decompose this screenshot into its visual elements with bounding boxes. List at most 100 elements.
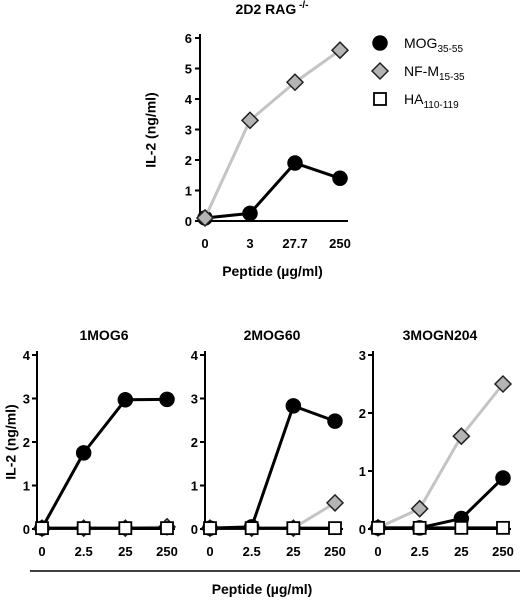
x-tick-label: 2.5: [75, 544, 93, 559]
x-tick-label: 2.5: [411, 544, 429, 559]
y-tick-label: 4: [23, 348, 31, 363]
x-tick-label: 0: [201, 236, 208, 251]
panel-title-superscript: -/-: [296, 0, 308, 11]
y-tick-label: 4: [191, 348, 199, 363]
legend-label: HA110-119: [404, 91, 459, 111]
series-MOG35-55: [202, 398, 343, 536]
y-tick-label: 1: [191, 479, 198, 494]
y-tick-label: 1: [185, 184, 192, 199]
y-tick-label: 0: [359, 522, 366, 537]
legend-label-subscript: 35-55: [437, 44, 463, 55]
y-tick-label: 3: [191, 392, 198, 407]
data-point: [285, 73, 305, 92]
x-tick-label: 25: [286, 544, 300, 559]
y-tick-label: 0: [191, 522, 198, 537]
legend-label: MOG35-55: [404, 35, 463, 55]
data-point: [195, 208, 215, 228]
y-tick-label: 0: [23, 522, 30, 537]
shared-x-axis-label: Peptide (µg/ml): [212, 581, 313, 597]
data-point: [159, 391, 175, 408]
y-tick-label: 2: [191, 435, 198, 450]
x-tick-label: 0: [38, 544, 45, 559]
data-point: [35, 521, 49, 536]
x-tick-label: 3: [246, 236, 253, 251]
y-tick-label: 6: [185, 31, 192, 46]
data-point: [240, 111, 260, 130]
data-point: [76, 521, 91, 536]
legend-marker-diamond: [370, 61, 390, 81]
x-tick-label: 0: [374, 544, 381, 559]
series-NF-M15-35: [368, 374, 513, 537]
chart-panel-3: 2MOG60 0 1 2 3 4 0 2.5 25 250: [191, 327, 346, 559]
data-point: [452, 427, 471, 446]
figure-footer: Peptide (µg/ml): [30, 570, 520, 597]
legend-label-base: NF-M: [404, 63, 439, 79]
y-tick-label: 0: [185, 214, 192, 229]
panel-title: 1MOG6: [79, 327, 128, 343]
panel-title: 2D2 RAG -/-: [236, 0, 309, 17]
data-point: [160, 521, 174, 536]
series-line: [203, 48, 341, 219]
legend-label-subscript: 110-119: [423, 100, 459, 111]
y-tick-label: 3: [23, 392, 30, 407]
x-tick-label: 25: [118, 544, 132, 559]
legend-label-subscript: 15-35: [439, 72, 465, 83]
series-line: [210, 501, 336, 530]
x-axis-label: Peptide (µg/ml): [222, 263, 323, 279]
panel-title: 2MOG60: [244, 327, 301, 343]
data-point: [495, 470, 511, 486]
series-HA110-119: [35, 521, 174, 536]
data-point: [371, 520, 385, 535]
series-line: [209, 404, 336, 530]
y-tick-label: 5: [185, 62, 192, 77]
y-tick-label: 3: [185, 123, 192, 138]
x-tick-label: 250: [492, 544, 514, 559]
data-point: [493, 374, 513, 394]
data-point: [203, 521, 217, 536]
data-point: [328, 521, 342, 536]
data-point: [242, 205, 258, 222]
series-line: [204, 161, 341, 220]
x-tick-label: 250: [324, 544, 346, 559]
legend-label-base: HA: [404, 91, 424, 107]
x-tick-label: 0: [206, 544, 213, 559]
chart-panel-2: 1MOG6 0 1 2 3 4 0 2.5 25 250 IL-2 (ng/ml): [3, 327, 178, 559]
data-point: [327, 413, 343, 429]
data-point: [325, 493, 345, 512]
y-tick-label: 1: [359, 464, 366, 479]
legend-marker-circle: [372, 35, 388, 51]
y-tick-label: 3: [359, 348, 366, 363]
y-tick-label: 2: [359, 406, 366, 421]
legend: MOG35-55 NF-M15-35 HA110-119: [370, 35, 465, 111]
data-point: [410, 499, 429, 518]
x-tick-label: 27.7: [282, 236, 307, 251]
data-point: [75, 445, 92, 461]
x-tick-label: 25: [454, 544, 468, 559]
series-line: [40, 397, 168, 529]
legend-label-base: MOG: [404, 35, 437, 51]
data-point: [332, 170, 348, 187]
series-NF-M15-35: [195, 41, 350, 228]
x-tick-label: 250: [156, 544, 178, 559]
data-point: [496, 520, 510, 535]
legend-label: NF-M15-35: [404, 63, 465, 83]
data-point: [412, 520, 427, 535]
x-tick-label: 250: [329, 236, 351, 251]
data-point: [285, 398, 302, 414]
chart-panel-1: 2D2 RAG -/- 0 1 2 3 4 5 6 0 3 27.7 250 IL-2 (ng/ml) P…: [143, 0, 351, 279]
x-tick-label: 2.5: [243, 544, 261, 559]
series-HA110-119: [371, 520, 510, 535]
y-tick-label: 2: [23, 435, 30, 450]
legend-marker-square: [373, 92, 387, 106]
chart-panel-4: 3MOGN204 0 1 2 3 0 2.5 25 250: [359, 327, 514, 559]
data-point: [118, 521, 133, 536]
series-MOG35-55: [370, 470, 511, 536]
y-axis-label: IL-2 (ng/ml): [3, 404, 19, 479]
data-point: [117, 392, 134, 408]
data-point: [286, 521, 301, 536]
panel-title: 3MOGN204: [403, 327, 478, 343]
series-MOG35-55: [34, 391, 175, 536]
series-HA110-119: [203, 521, 342, 536]
